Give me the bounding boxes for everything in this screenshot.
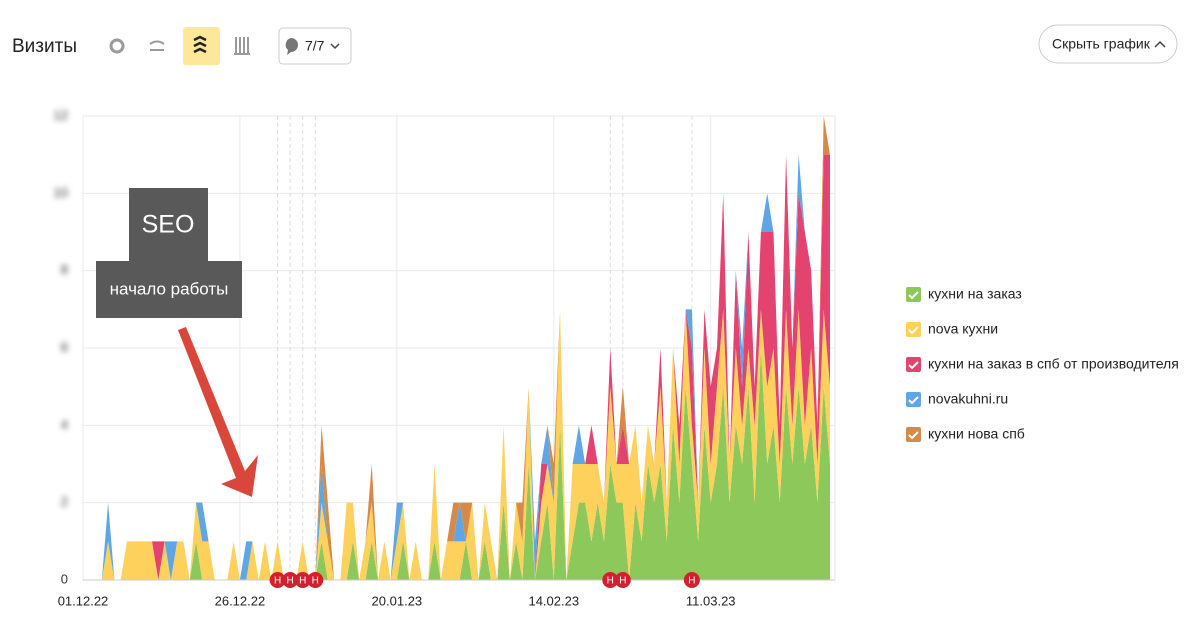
x-tick-label: 26.12.22: [215, 593, 266, 608]
x-tick-label: 20.01.23: [372, 593, 423, 608]
area-icon: [193, 35, 207, 54]
legend-label: novakuhni.ru: [928, 391, 1008, 407]
annotation-box: [96, 261, 242, 318]
event-marker: [614, 572, 631, 588]
annotation-text: начало работы: [110, 279, 229, 298]
hide-chart-label: Скрыть график: [1052, 36, 1151, 52]
legend-check: [908, 291, 919, 300]
event-label: Н: [619, 576, 626, 587]
annotation: SEO начало работы: [96, 188, 258, 497]
pie-icon[interactable]: [109, 38, 125, 54]
legend-check: [908, 361, 919, 370]
legend-check: [908, 396, 919, 405]
legend-label: nova кухни: [928, 321, 998, 337]
chevron: [330, 43, 340, 50]
legend-swatch: [906, 322, 921, 337]
filter-label: 7/7: [305, 38, 325, 54]
event-label: Н: [607, 576, 614, 587]
filter-button[interactable]: [278, 27, 352, 65]
event-label: Н: [287, 576, 294, 587]
event-marker: [307, 572, 324, 588]
event-marker: [294, 572, 311, 588]
event-marker: [602, 572, 619, 588]
chevron-up: [1154, 40, 1166, 48]
event-marker: [683, 572, 700, 588]
area: [83, 348, 830, 580]
legend-check: [908, 431, 919, 440]
annotation-title: SEO: [142, 211, 195, 239]
plot: 0 2 4 6 8 10 12 01.12.22 26.12.22 20.01.23 14.02.2…: [54, 107, 836, 608]
event-label: Н: [274, 576, 281, 587]
comment-icon: [285, 38, 298, 55]
y-tick-label: 2: [61, 494, 68, 509]
y-tick-label: 4: [61, 417, 68, 432]
legend-label: кухни на заказ: [928, 286, 1022, 302]
arrow: [178, 327, 258, 497]
annotation-box: [129, 188, 208, 261]
y-tick-label: 6: [61, 339, 68, 354]
y-tick-label: 8: [61, 262, 68, 277]
event-marker: [282, 572, 299, 588]
event-label: Н: [312, 576, 319, 587]
y-tick-label: 12: [54, 107, 68, 122]
legend-swatch: [906, 357, 921, 372]
hide-chart-button[interactable]: [1038, 24, 1178, 64]
event-label: Н: [299, 576, 306, 587]
legend-label: кухни нова спб: [928, 426, 1025, 442]
area: [83, 309, 830, 580]
toolbar[interactable]: 7/7 Скрыть график: [109, 24, 1178, 65]
page-title: Визиты: [12, 36, 77, 57]
x-tick-label: 01.12.22: [58, 593, 109, 608]
legend-swatch: [906, 392, 921, 407]
legend-swatch: [906, 427, 921, 442]
legend-label: кухни на заказ в спб от производителя: [928, 356, 1179, 372]
area-icon-active[interactable]: [183, 27, 220, 65]
event-marker: [269, 572, 286, 588]
bar-icon[interactable]: [234, 37, 250, 55]
y-tick-label: 0: [61, 571, 68, 586]
line-icon[interactable]: [149, 40, 165, 51]
y-tick-label: 10: [54, 185, 68, 200]
legend-swatch: [906, 287, 921, 302]
legend-check: [908, 326, 919, 335]
x-tick-label: 11.03.23: [686, 593, 736, 608]
event-label: Н: [688, 576, 695, 587]
x-tick-label: 14.02.23: [528, 593, 579, 608]
